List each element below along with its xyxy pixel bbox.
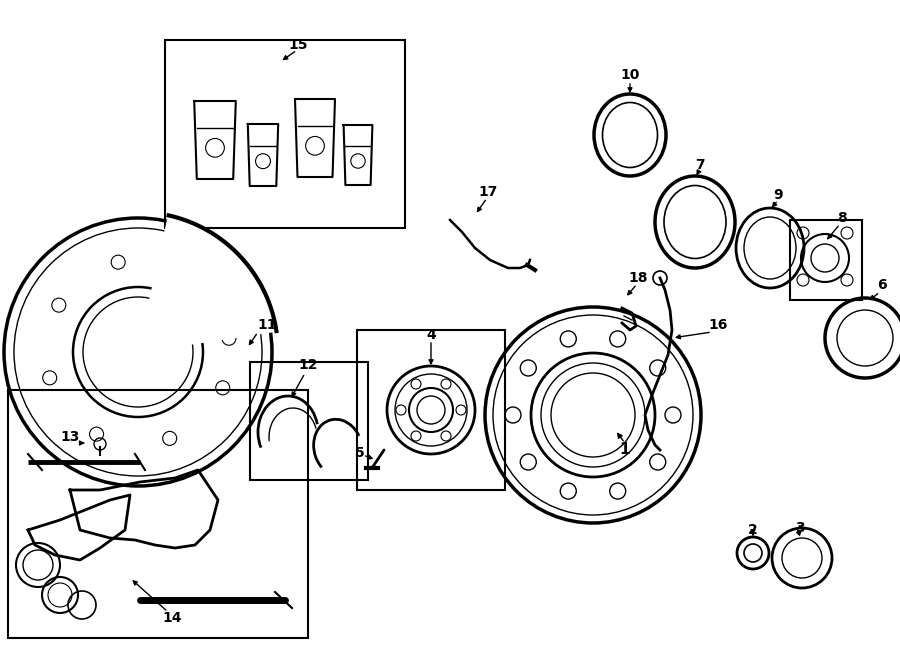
Text: 6: 6 [878, 278, 886, 292]
Text: 5: 5 [356, 446, 364, 460]
Text: 1: 1 [620, 442, 630, 457]
Text: 3: 3 [796, 521, 805, 535]
Text: 10: 10 [620, 68, 640, 82]
Text: 7: 7 [695, 158, 705, 172]
Text: 17: 17 [478, 185, 498, 199]
Text: 9: 9 [773, 188, 783, 202]
Text: 11: 11 [257, 318, 277, 332]
Text: 16: 16 [708, 318, 728, 332]
Text: 18: 18 [628, 271, 648, 285]
Bar [790, 220, 862, 300]
Bar [357, 330, 505, 490]
Text: 4: 4 [426, 328, 436, 342]
Text: 15: 15 [288, 38, 308, 52]
Polygon shape [138, 215, 276, 352]
Text: 8: 8 [837, 211, 847, 225]
Bar [165, 40, 405, 228]
Bar [8, 390, 308, 638]
Text: 14: 14 [162, 611, 182, 625]
Text: 2: 2 [748, 523, 758, 537]
Bar [250, 362, 368, 480]
Text: 13: 13 [60, 430, 80, 444]
Text: 12: 12 [298, 358, 318, 372]
